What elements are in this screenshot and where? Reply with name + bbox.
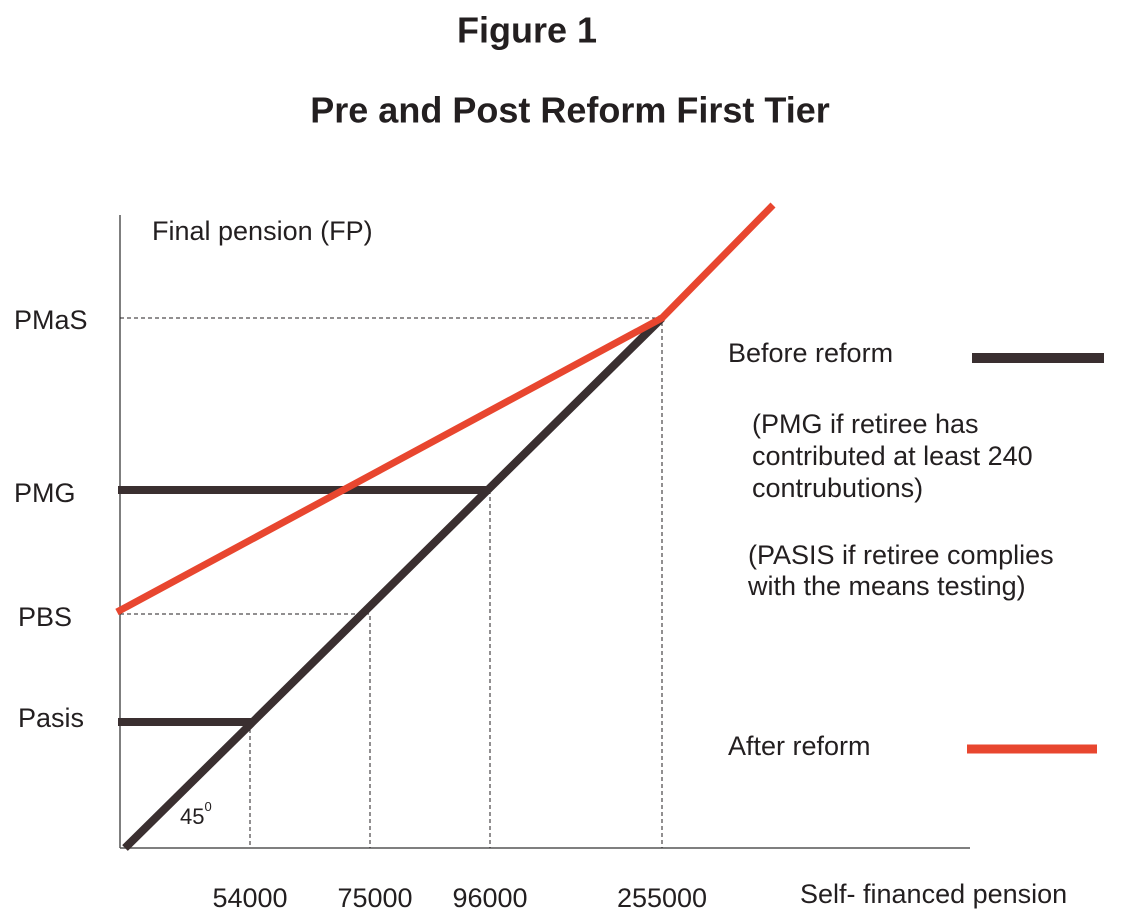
legend-note: with the means testing) (747, 571, 1026, 601)
y-label: PBS (18, 602, 72, 632)
legend-note: (PASIS if retiree complies (748, 540, 1054, 570)
legend-note: contributed at least 240 (752, 441, 1033, 471)
angle-value: 45 (180, 804, 204, 829)
subtitle: Pre and Post Reform First Tier (310, 90, 829, 131)
x-axis-label: Self- financed pension (800, 879, 1067, 909)
legend-note: contrubutions) (752, 473, 923, 503)
x-label: 54000 (212, 883, 287, 913)
diagonal-line (122, 315, 665, 851)
x-label: 255000 (617, 883, 707, 913)
angle-superscript: 0 (204, 799, 211, 814)
legend-label: Before reform (728, 338, 893, 368)
title: Figure 1 (457, 10, 597, 51)
legend-note: (PMG if retiree has (752, 409, 979, 439)
y-axis-label: Final pension (FP) (152, 216, 373, 246)
after-reform-line (115, 202, 776, 616)
y-label: PMaS (14, 305, 88, 335)
y-label: PMG (14, 478, 76, 508)
legend-label: After reform (728, 731, 871, 761)
guide-line (120, 613, 371, 848)
y-label: Pasis (18, 703, 84, 733)
angle-label: 450 (180, 799, 212, 828)
x-label: 75000 (337, 883, 412, 913)
x-label: 96000 (452, 883, 527, 913)
